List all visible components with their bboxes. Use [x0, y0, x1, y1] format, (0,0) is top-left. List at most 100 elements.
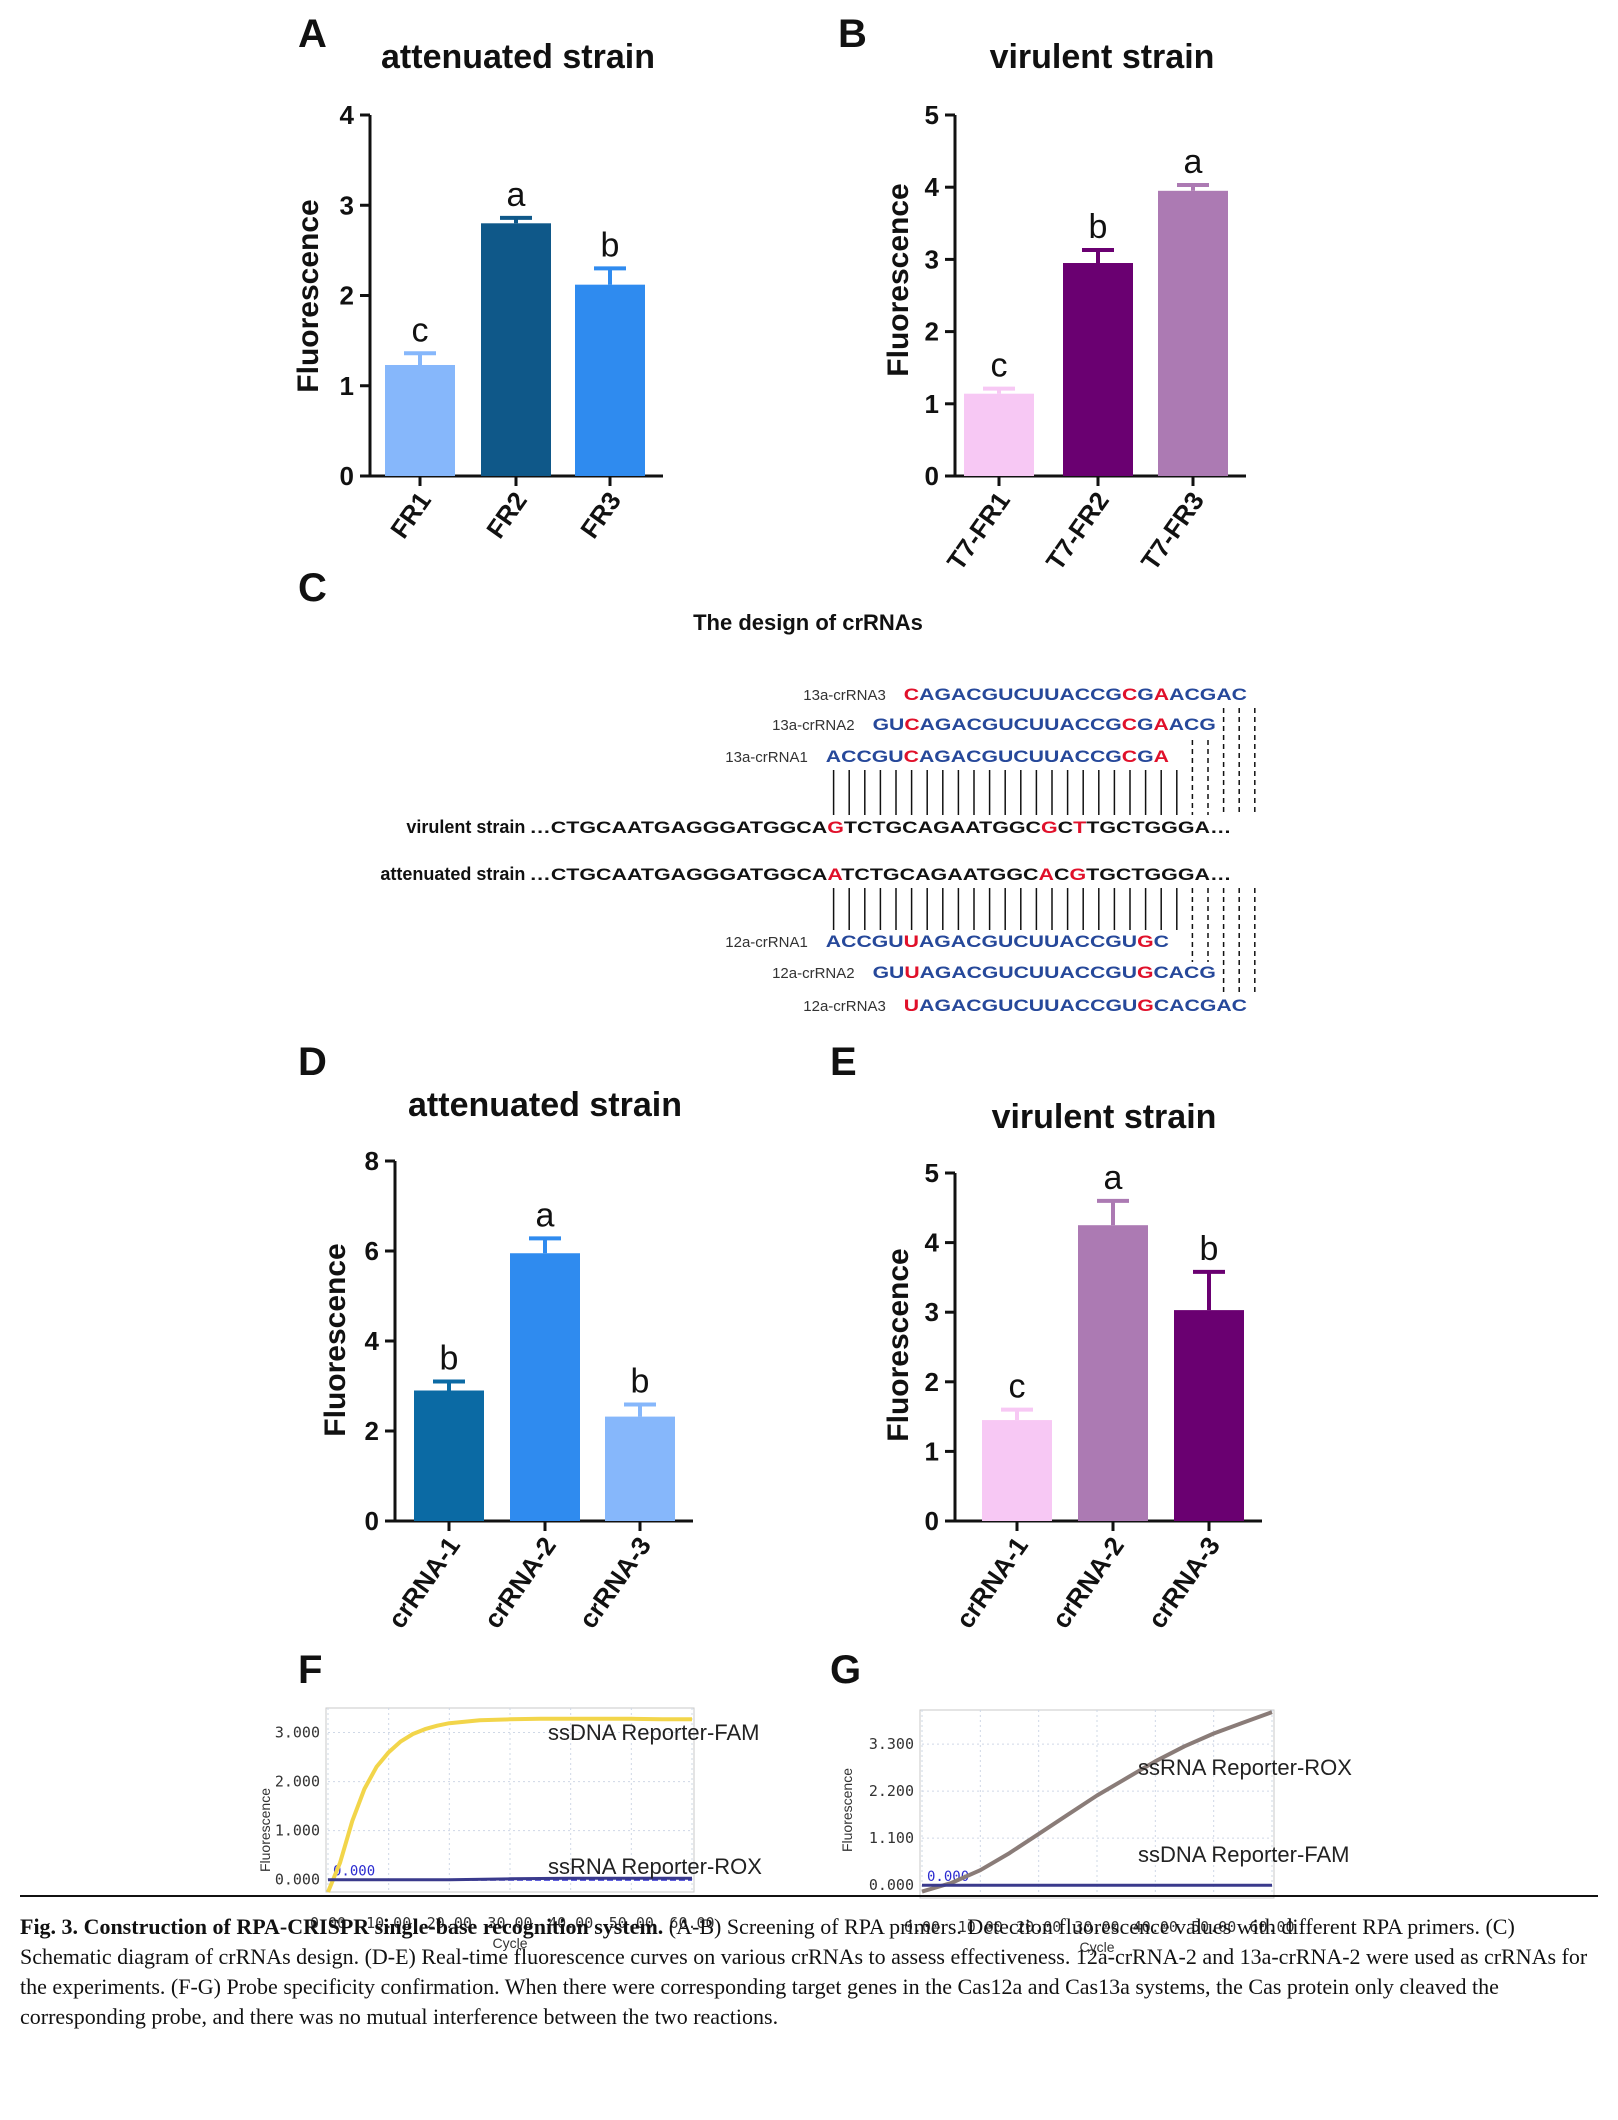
y-tick-label: 0 [925, 1506, 939, 1536]
y-tick-label: 5 [925, 100, 939, 130]
y-tick-label: 1 [925, 1436, 939, 1466]
sequence-segment: C [1122, 715, 1137, 734]
x-tick-label: 0.00 [904, 1918, 940, 1936]
panel-letter-e: E [830, 1040, 857, 1084]
caption-text: (A-B) Screening of RPA primers. Detectio… [20, 1914, 1588, 2029]
chart-title: virulent strain [990, 38, 1215, 76]
x-tick-label: 30.00 [1074, 1918, 1119, 1936]
y-tick-label: 3.300 [869, 1735, 914, 1753]
y-tick-label: 2 [365, 1416, 379, 1446]
y-tick-label: 0 [925, 461, 939, 491]
sequence-segment: A [827, 865, 842, 884]
crrna-label: 13a-crRNA1 [725, 749, 808, 766]
series-line [921, 1710, 1273, 1894]
caption-title: Construction of RPA-CRISPR single-base r… [83, 1914, 664, 1939]
sequence-segment: ACCGU [826, 747, 904, 766]
x-tick-label: 40.00 [1133, 1918, 1178, 1936]
bar [510, 1253, 580, 1521]
bar [481, 223, 551, 476]
crrna-sequence: ACCGU C AGACGUCUUACCG C G A [826, 747, 1169, 766]
significance-letter: b [1200, 1230, 1219, 1268]
y-tick-label: 1 [925, 389, 939, 419]
y-tick-label: 3 [925, 244, 939, 274]
crrna-sequence: ACCGU U AGACGUCUUACCGU G C [826, 932, 1169, 951]
y-axis-label: Fluorescence [882, 1248, 915, 1441]
panel-letter-a: A [298, 12, 327, 56]
y-tick-label: 0.000 [275, 1871, 320, 1889]
sequence-segment: A [1154, 715, 1169, 734]
x-tick-label: 60.00 [1249, 1918, 1294, 1936]
y-tick-label: 4 [925, 1228, 940, 1258]
sequence-segment: TCTGCAGAATGGC [841, 865, 1038, 884]
figure-caption: Fig. 3. Construction of RPA-CRISPR singl… [20, 1912, 1600, 2032]
sequence-segment: CACGAC [1154, 996, 1247, 1015]
sequence-segment: AGACGUCUUACCG [920, 715, 1122, 734]
bar-chart-b: virulent strainFluorescence012345cT7-FR1… [882, 38, 1246, 576]
bar [964, 393, 1034, 476]
bar [1063, 263, 1133, 476]
sequence-segment: G [1041, 818, 1058, 837]
series-line [326, 1716, 692, 1893]
bar-chart-e: virulent strainFluorescence012345ccrRNA-… [882, 1098, 1262, 1634]
y-tick-label: 0 [365, 1506, 379, 1536]
sequence-segment: G [1069, 865, 1086, 884]
x-tick-label: 0.00 [310, 1914, 346, 1932]
genome-sequence: …CTGCAATGAGGGATGGCA G TCTGCAGAATGGC G C T TGCT… [529, 818, 1231, 837]
sequence-segment: C [904, 685, 919, 704]
sequence-segment: G [827, 818, 844, 837]
panel-letter-d: D [298, 1040, 327, 1084]
y-tick-label: 8 [365, 1146, 379, 1176]
bar [982, 1420, 1052, 1521]
bar [605, 1416, 675, 1521]
crrna-sequence: C AGACGUCUUACCG C G A ACGAC [904, 685, 1247, 704]
crrna-label: 12a-crRNA2 [772, 965, 855, 982]
crrna-label: 13a-crRNA3 [803, 687, 886, 704]
y-tick-label: 2.200 [869, 1782, 914, 1800]
x-tick-label: 10.00 [366, 1914, 411, 1932]
x-axis-label: Cycle [1079, 1939, 1114, 1955]
sequence-segment: AGACGUCUUACCG [919, 747, 1122, 766]
crrna-label: 13a-crRNA2 [772, 717, 855, 734]
chart-title: attenuated strain [408, 1086, 682, 1124]
sequence-segment: U [904, 932, 919, 951]
strain-label: virulent strain [406, 817, 525, 837]
y-axis-label: Fluorescence [257, 1788, 273, 1872]
series-label: ssRNA Reporter-ROX [548, 1854, 762, 1879]
y-tick-label: 4 [340, 100, 355, 130]
sequence-segment: C [1154, 932, 1169, 951]
genome-sequence: …CTGCAATGAGGGATGGCA A TCTGCAGAATGGC A C G TGCT… [529, 865, 1231, 884]
x-tick-label: 50.00 [1191, 1918, 1236, 1936]
bar [1078, 1225, 1148, 1521]
series-label: ssDNA Reporter-FAM [548, 1720, 760, 1745]
sequence-segment: A [1039, 865, 1054, 884]
panel-letter-f: F [298, 1648, 323, 1692]
sequence-segment: TCTGCAGAATGGC [844, 818, 1041, 837]
crrna-sequence: U AGACGUCUUACCGU G CACGAC [904, 996, 1247, 1015]
x-tick-label: 10.00 [958, 1918, 1003, 1936]
y-axis-label: Fluorescence [882, 183, 915, 376]
sequence-segment: G [1137, 932, 1154, 951]
sequence-segment: G [1137, 996, 1154, 1015]
y-axis-label: Fluorescence [292, 199, 325, 392]
bar [414, 1390, 484, 1521]
bar-chart-d: attenuated strainFluorescence02468bcrRNA… [319, 1086, 693, 1634]
crrna-label: 12a-crRNA3 [803, 998, 886, 1015]
significance-letter: b [1089, 208, 1108, 246]
x-axis-label: Cycle [492, 1935, 527, 1951]
series-line [328, 1876, 692, 1882]
y-tick-label: 3.000 [275, 1724, 320, 1742]
significance-letter: a [1104, 1159, 1123, 1197]
panel-letter-g: G [830, 1648, 862, 1692]
y-axis-label: Fluorescence [319, 1243, 352, 1436]
chart-title: virulent strain [992, 1098, 1217, 1136]
y-tick-label: 1.100 [869, 1829, 914, 1847]
sequence-segment: TGCTGGGA… [1086, 865, 1231, 884]
series-label: ssDNA Reporter-FAM [1138, 1842, 1350, 1867]
threshold-label: 0.000 [333, 1864, 375, 1880]
x-tick-label: 40.00 [548, 1914, 593, 1932]
crrna-design-diagram: The design of crRNAs C AGACGUCUUACCG C G A AC… [380, 610, 1256, 1015]
significance-letter: b [601, 226, 620, 264]
sequence-segment: ACG [1169, 715, 1216, 734]
panel-letter-b: B [838, 12, 867, 56]
y-tick-label: 4 [925, 172, 940, 202]
